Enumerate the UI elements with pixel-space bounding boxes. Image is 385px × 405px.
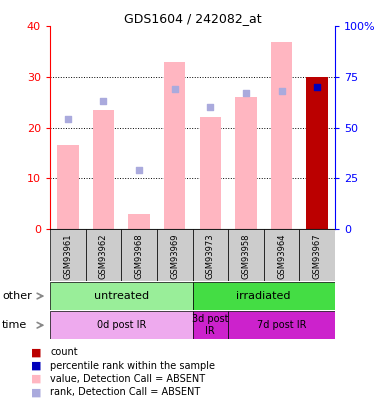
Text: value, Detection Call = ABSENT: value, Detection Call = ABSENT [50,374,205,384]
Text: other: other [2,291,32,301]
Title: GDS1604 / 242082_at: GDS1604 / 242082_at [124,12,261,25]
Text: GSM93967: GSM93967 [313,233,321,279]
Bar [50,282,192,310]
Text: 7d post IR: 7d post IR [257,320,306,330]
Bar [199,117,221,229]
Text: rank, Detection Call = ABSENT: rank, Detection Call = ABSENT [50,388,200,397]
Point [65,116,71,123]
Point [207,104,213,111]
Bar [57,145,79,229]
Bar [85,229,121,281]
Text: ■: ■ [31,361,41,371]
Text: untreated: untreated [94,291,149,301]
Text: GSM93961: GSM93961 [64,233,72,279]
Bar [128,214,150,229]
Text: GSM93969: GSM93969 [170,233,179,279]
Bar [228,229,264,281]
Text: time: time [2,320,27,330]
Point [136,167,142,173]
Text: ■: ■ [31,347,41,357]
Text: percentile rank within the sample: percentile rank within the sample [50,361,215,371]
Text: GSM93968: GSM93968 [135,233,144,279]
Bar [235,97,257,229]
Bar [164,62,186,229]
Bar [50,311,192,339]
Point [172,86,178,92]
Point [314,84,320,90]
Point [100,98,107,104]
Text: GSM93973: GSM93973 [206,233,215,279]
Bar [306,77,328,229]
Point [278,88,285,94]
Bar [93,110,114,229]
Point [243,90,249,96]
Text: 0d post IR: 0d post IR [97,320,146,330]
Text: GSM93962: GSM93962 [99,233,108,279]
Text: ■: ■ [31,374,41,384]
Text: count: count [50,347,78,357]
Bar [192,311,228,339]
Bar [300,229,335,281]
Text: ■: ■ [31,388,41,397]
Text: GSM93958: GSM93958 [241,233,250,279]
Bar [271,42,292,229]
Bar [121,229,157,281]
Text: 3d post
IR: 3d post IR [192,314,229,336]
Bar [192,282,335,310]
Text: GSM93964: GSM93964 [277,233,286,279]
Bar [192,229,228,281]
Bar [264,229,300,281]
Bar [157,229,192,281]
Bar [50,229,85,281]
Bar [228,311,335,339]
Text: irradiated: irradiated [236,291,291,301]
